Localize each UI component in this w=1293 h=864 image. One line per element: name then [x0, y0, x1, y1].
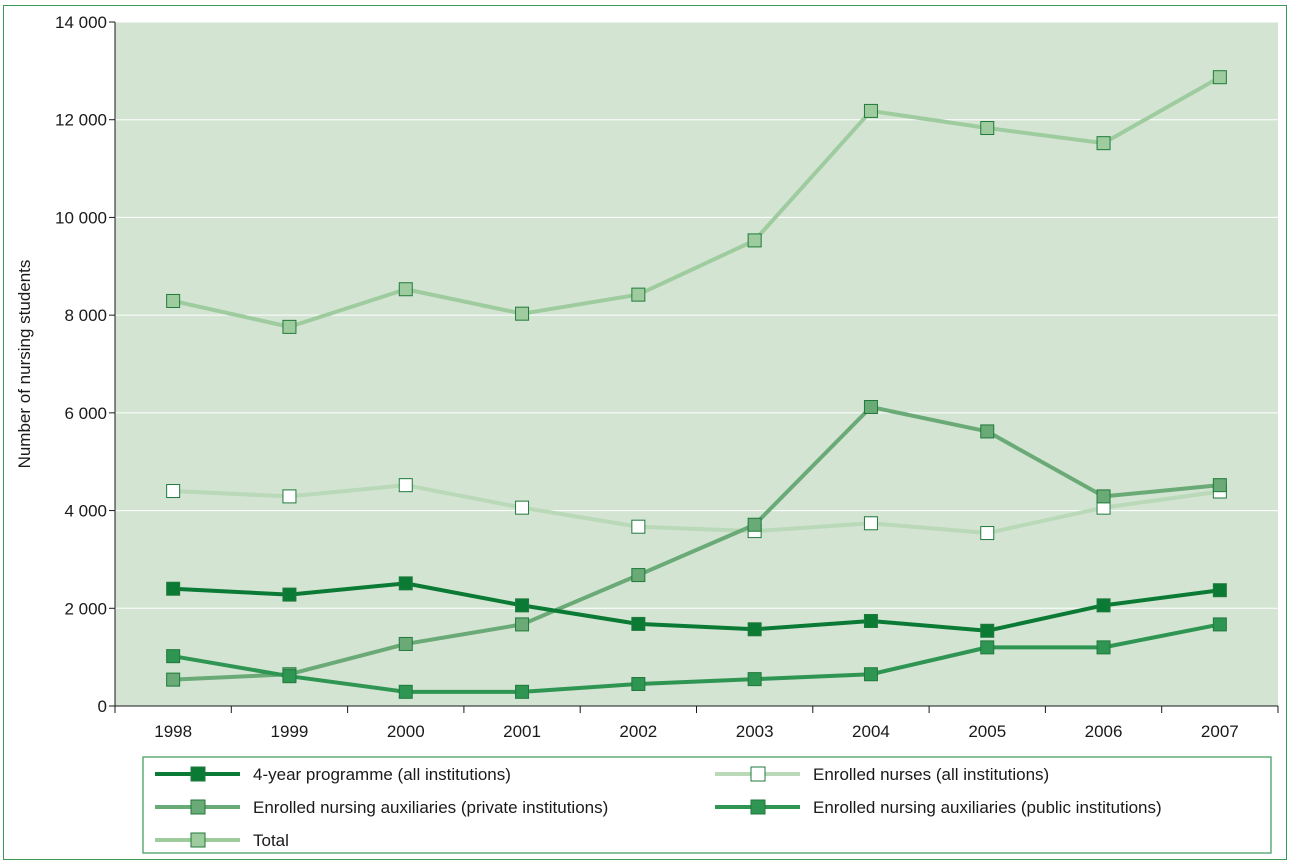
series-line — [172, 75, 1221, 329]
legend-label: 4-year programme (all institutions) — [253, 765, 511, 784]
legend-label: Enrolled nursing auxiliaries (private in… — [253, 798, 608, 817]
x-tick-label: 1999 — [271, 722, 309, 741]
legend-swatch-marker — [190, 766, 206, 782]
y-tick-label: 4 000 — [64, 502, 107, 521]
data-point — [166, 649, 181, 664]
data-point — [980, 121, 995, 136]
data-point — [980, 526, 995, 541]
data-point — [631, 677, 646, 692]
data-point — [282, 669, 297, 684]
legend-swatch-marker — [750, 766, 766, 782]
data-point — [863, 103, 878, 118]
data-point — [980, 424, 995, 439]
data-point — [747, 672, 762, 687]
series-line — [173, 404, 1221, 682]
data-point — [166, 672, 181, 687]
data-point — [631, 616, 646, 631]
data-point — [166, 484, 181, 499]
y-tick-label: 12 000 — [55, 111, 107, 130]
data-point — [282, 489, 297, 504]
data-point — [1212, 617, 1227, 632]
data-point — [863, 667, 878, 682]
series-line — [173, 581, 1221, 633]
data-point — [863, 516, 878, 531]
data-point — [1212, 70, 1227, 85]
y-tick-label: 6 000 — [64, 404, 107, 423]
series-line — [173, 483, 1221, 536]
data-point — [980, 623, 995, 638]
x-tick-label: 2001 — [503, 722, 541, 741]
x-tick-label: 2003 — [736, 722, 774, 741]
data-point — [631, 568, 646, 583]
data-point — [863, 613, 878, 628]
data-point — [863, 399, 878, 414]
data-point — [166, 293, 181, 308]
data-point — [1096, 640, 1111, 655]
y-tick-label: 0 — [98, 697, 107, 716]
data-point — [398, 636, 413, 651]
data-point — [631, 287, 646, 302]
data-point — [631, 519, 646, 534]
y-tick-label: 8 000 — [64, 306, 107, 325]
x-tick-label: 2005 — [968, 722, 1006, 741]
y-tick-label: 2 000 — [64, 599, 107, 618]
y-tick-label: 14 000 — [55, 13, 107, 32]
data-point — [747, 233, 762, 248]
data-point — [747, 622, 762, 637]
x-tick-label: 2007 — [1201, 722, 1239, 741]
legend-swatch-marker — [190, 832, 206, 848]
data-point — [1212, 583, 1227, 598]
legend-label: Enrolled nursing auxiliaries (public ins… — [813, 798, 1162, 817]
data-point — [398, 684, 413, 699]
data-point — [515, 500, 530, 515]
legend-swatch-marker — [190, 799, 206, 815]
legend-label: Total — [253, 831, 289, 850]
data-point — [515, 684, 530, 699]
data-point — [515, 306, 530, 321]
x-tick-label: 2000 — [387, 722, 425, 741]
x-tick-label: 2006 — [1085, 722, 1123, 741]
x-tick-label: 2004 — [852, 722, 890, 741]
y-axis-title: Number of nursing students — [15, 260, 34, 469]
data-point — [166, 581, 181, 596]
data-point — [515, 598, 530, 613]
data-point — [398, 576, 413, 591]
data-point — [747, 517, 762, 532]
data-point — [282, 319, 297, 334]
x-tick-label: 1998 — [154, 722, 192, 741]
data-point — [1212, 478, 1227, 493]
data-point — [282, 587, 297, 602]
data-point — [398, 478, 413, 493]
data-point — [1096, 489, 1111, 504]
legend-swatch-marker — [750, 799, 766, 815]
data-point — [1096, 598, 1111, 613]
data-point — [1096, 136, 1111, 151]
data-point — [398, 282, 413, 297]
y-tick-label: 10 000 — [55, 208, 107, 227]
legend-label: Enrolled nurses (all institutions) — [813, 765, 1049, 784]
series-line — [172, 622, 1221, 694]
data-point — [515, 617, 530, 632]
data-point — [980, 640, 995, 655]
legend-box — [142, 756, 1272, 854]
x-tick-label: 2002 — [619, 722, 657, 741]
